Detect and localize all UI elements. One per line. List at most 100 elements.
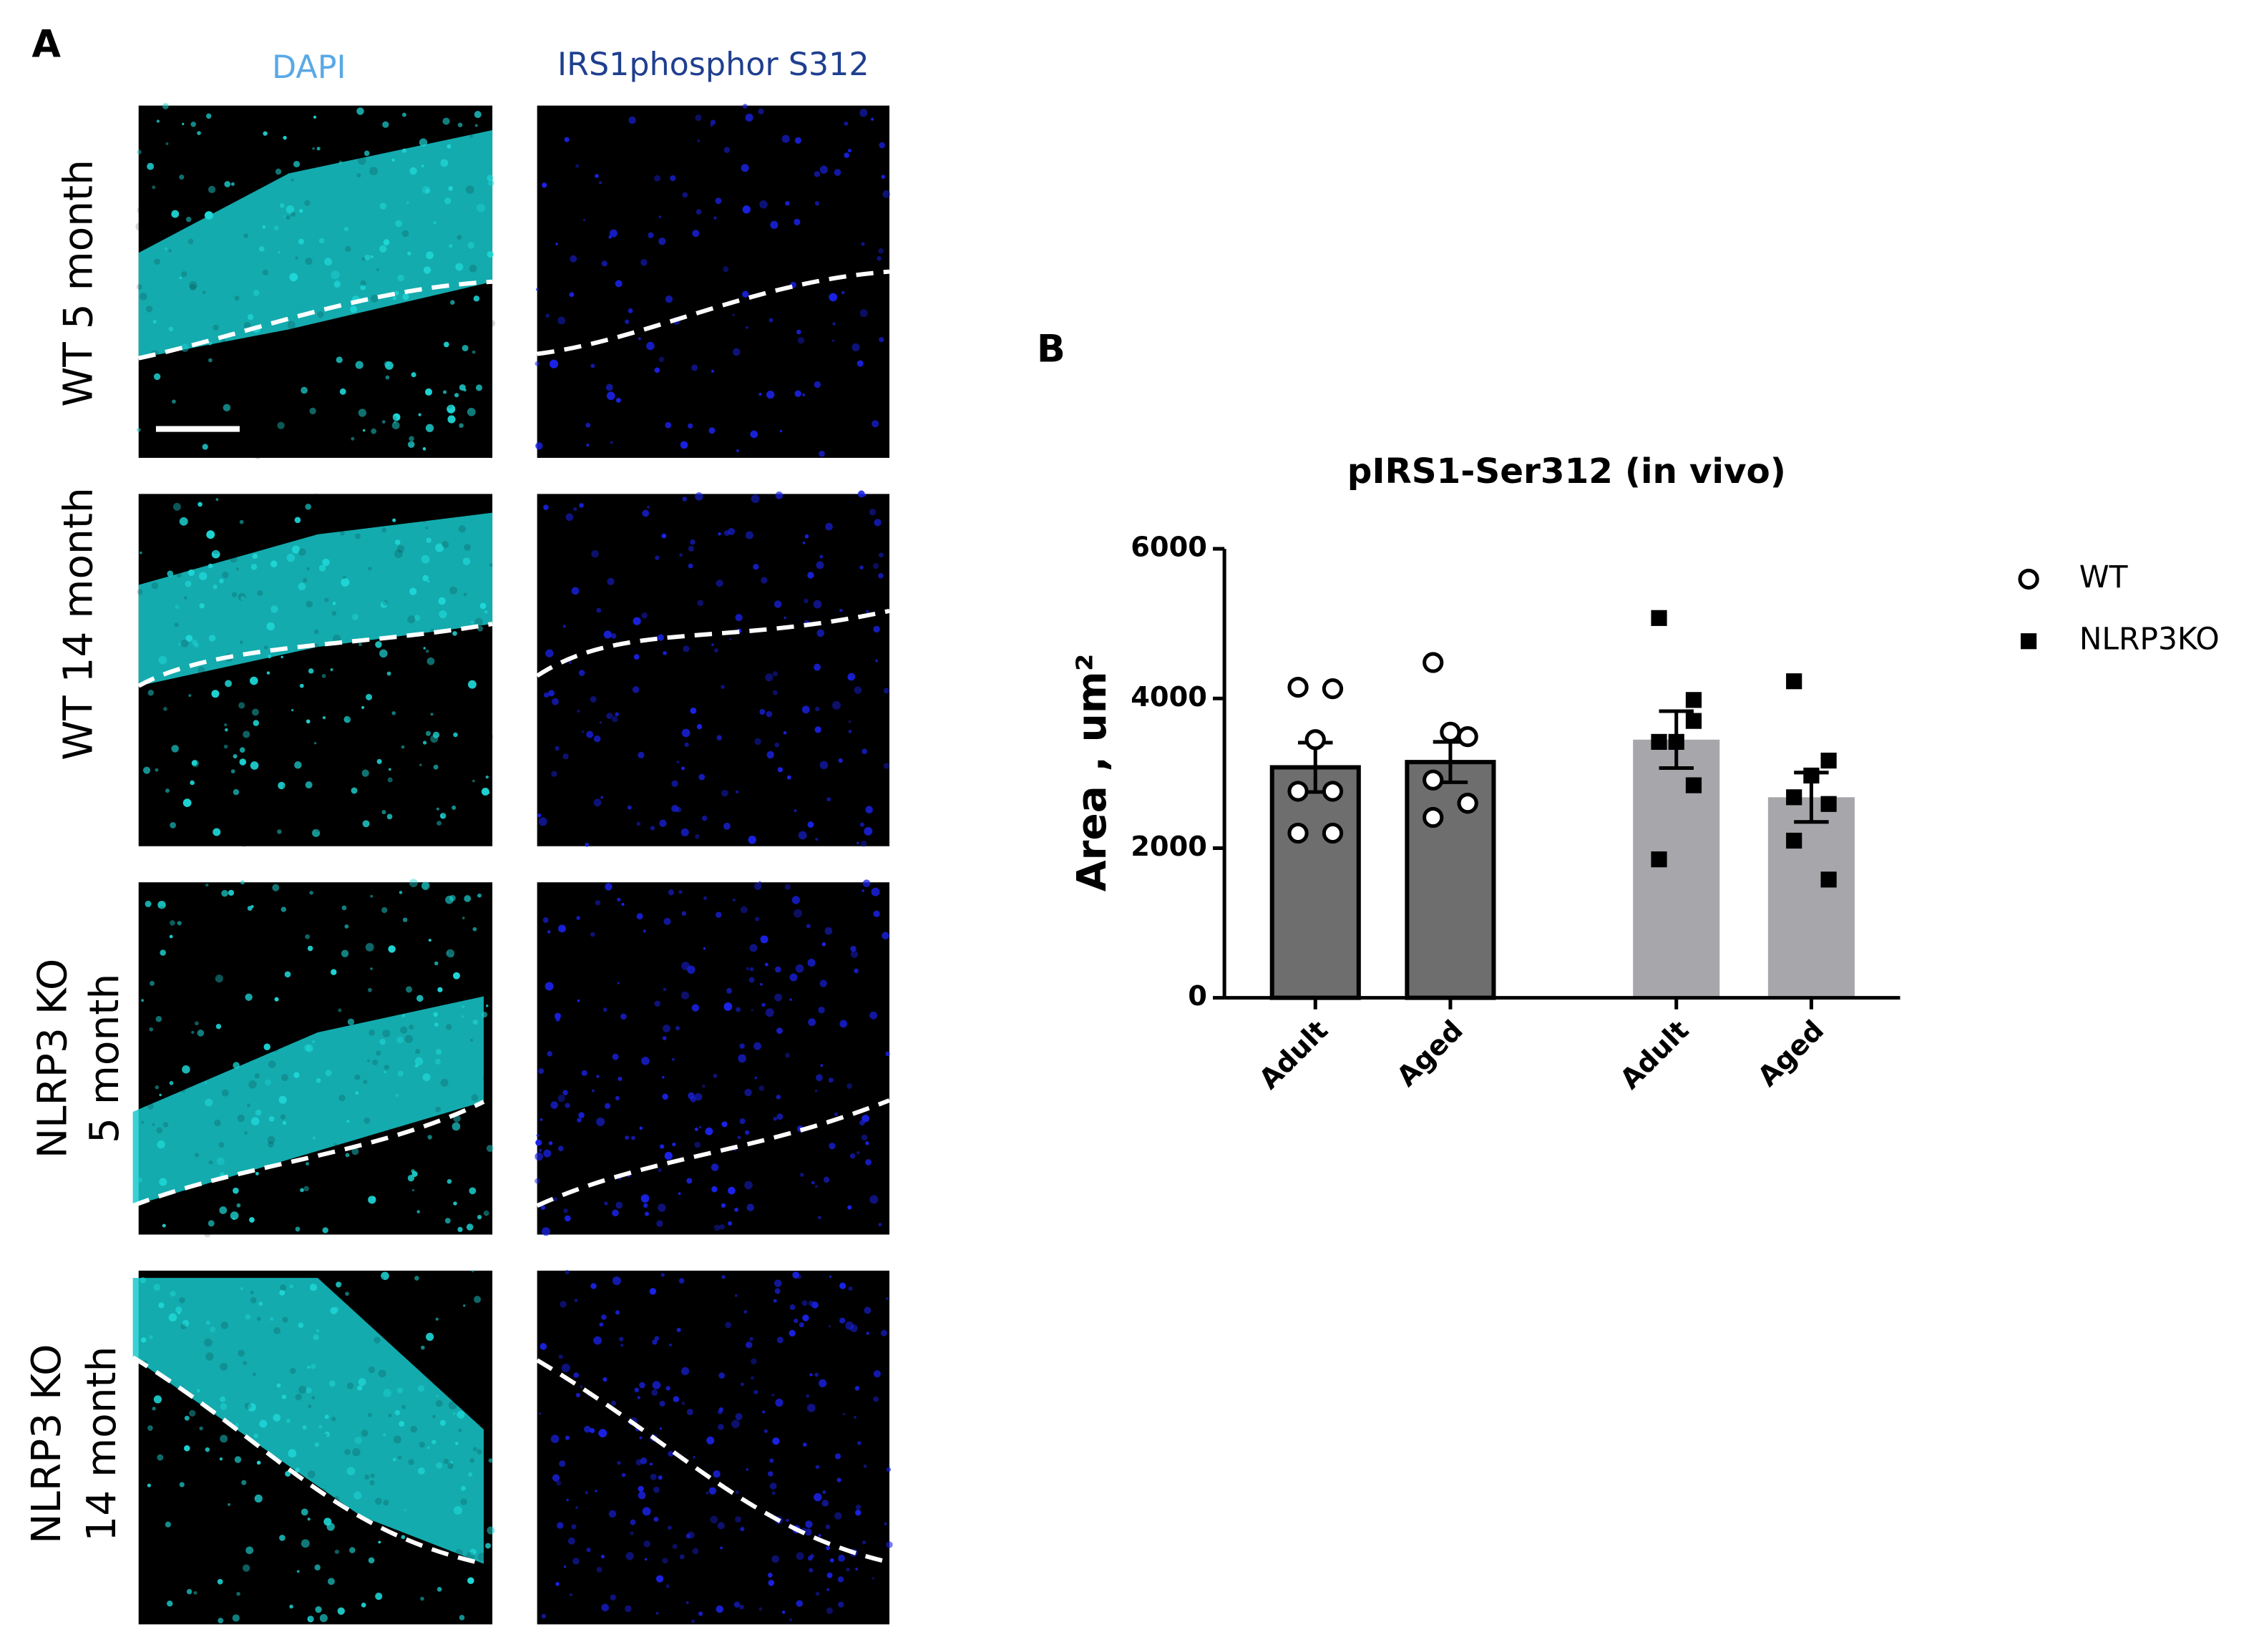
cell-dot bbox=[869, 1195, 879, 1204]
cell-dot bbox=[305, 503, 312, 510]
cell-dot bbox=[332, 602, 336, 605]
nucleus-shade bbox=[425, 526, 429, 529]
nucleus-shade bbox=[472, 969, 481, 977]
cell-dot bbox=[565, 513, 574, 522]
cell-dot bbox=[735, 1413, 743, 1421]
cell-dot bbox=[182, 1065, 190, 1074]
cell-dot bbox=[447, 415, 456, 424]
cell-dot bbox=[547, 930, 551, 934]
cell-dot bbox=[402, 917, 408, 922]
cell-dot bbox=[538, 1148, 542, 1153]
nucleus-shade bbox=[177, 1435, 182, 1440]
cell-dot bbox=[679, 553, 683, 557]
cell-dot bbox=[249, 1217, 255, 1223]
nucleus-shade bbox=[477, 1449, 482, 1455]
cell-dot bbox=[193, 1590, 197, 1595]
cell-dot bbox=[742, 290, 749, 298]
nucleus-shade bbox=[451, 1595, 459, 1604]
cell-dot bbox=[278, 1095, 287, 1104]
cell-dot bbox=[171, 745, 179, 753]
cell-dot bbox=[368, 1557, 375, 1564]
cell-dot bbox=[145, 900, 152, 907]
nucleus-shade bbox=[273, 157, 279, 164]
y-tick-label: 6000 bbox=[1131, 532, 1207, 564]
nucleus-shade bbox=[264, 333, 269, 338]
cell-dot bbox=[659, 1400, 665, 1407]
nucleus-shade bbox=[244, 1130, 248, 1135]
cell-dot bbox=[671, 780, 678, 787]
nucleus-shade bbox=[481, 1581, 489, 1590]
cell-dot bbox=[664, 1151, 673, 1160]
cell-dot bbox=[182, 122, 185, 125]
cell-dot bbox=[557, 1145, 564, 1152]
nucleus-shade bbox=[472, 1447, 477, 1452]
cell-dot bbox=[535, 1139, 542, 1146]
cell-dot bbox=[426, 537, 431, 543]
nucleus-shade bbox=[352, 1448, 361, 1457]
cell-dot bbox=[341, 905, 347, 911]
cell-dot bbox=[440, 159, 449, 167]
cell-dot bbox=[735, 790, 739, 794]
nucleus-shade bbox=[368, 567, 372, 571]
nucleus-shade bbox=[354, 533, 361, 539]
cell-dot bbox=[379, 1038, 386, 1045]
cell-dot bbox=[785, 201, 790, 206]
data-point bbox=[1786, 673, 1802, 690]
nucleus-shade bbox=[246, 1574, 255, 1583]
nucleus-shade bbox=[314, 358, 320, 364]
cell-dot bbox=[358, 642, 362, 647]
cell-dot bbox=[205, 883, 209, 887]
cell-dot bbox=[816, 1074, 823, 1082]
cell-dot bbox=[872, 1577, 874, 1580]
cell-dot bbox=[180, 343, 189, 352]
cell-dot bbox=[455, 1442, 459, 1445]
cell-dot bbox=[307, 945, 313, 952]
cell-dot bbox=[697, 600, 704, 607]
cell-dot bbox=[224, 723, 228, 727]
cell-dot bbox=[864, 827, 873, 836]
cell-dot bbox=[794, 1318, 799, 1324]
cell-dot bbox=[732, 313, 735, 316]
cell-dot bbox=[774, 600, 782, 608]
cell-dot bbox=[336, 356, 343, 363]
cell-dot bbox=[612, 1209, 619, 1217]
cell-dot bbox=[607, 577, 615, 585]
nucleus-shade bbox=[201, 505, 206, 510]
cell-dot bbox=[569, 1593, 572, 1597]
cell-dot bbox=[857, 1151, 860, 1155]
cell-dot bbox=[273, 225, 279, 230]
cell-dot bbox=[774, 1288, 781, 1294]
cell-dot bbox=[820, 1064, 824, 1067]
nucleus-shade bbox=[200, 695, 207, 702]
cell-dot bbox=[819, 979, 827, 987]
nucleus-shade bbox=[179, 1297, 185, 1304]
cell-dot bbox=[784, 884, 791, 890]
nucleus-shade bbox=[152, 1123, 155, 1127]
cell-dot bbox=[199, 572, 208, 580]
nucleus-shade bbox=[172, 965, 180, 972]
cell-dot bbox=[711, 1163, 719, 1171]
cell-dot bbox=[280, 202, 285, 208]
nucleus-shade bbox=[231, 1603, 236, 1608]
cell-dot bbox=[552, 698, 559, 705]
nucleus-shade bbox=[235, 567, 240, 571]
cell-dot bbox=[474, 111, 482, 119]
cell-dot bbox=[439, 1419, 447, 1426]
cell-dot bbox=[170, 822, 176, 829]
cell-dot bbox=[713, 1470, 721, 1478]
nucleus-shade bbox=[359, 944, 365, 949]
cell-dot bbox=[162, 103, 169, 109]
cell-dot bbox=[570, 255, 577, 263]
nucleus-shade bbox=[250, 1297, 257, 1304]
cell-dot bbox=[848, 730, 852, 733]
cell-dot bbox=[625, 1605, 632, 1613]
nucleus-shade bbox=[139, 293, 147, 300]
nucleus-shade bbox=[446, 1118, 451, 1123]
nucleus-shade bbox=[243, 929, 251, 937]
nucleus-shade bbox=[285, 350, 291, 355]
cell-dot bbox=[414, 1276, 419, 1281]
nucleus-shade bbox=[180, 135, 184, 139]
cell-dot bbox=[188, 694, 192, 698]
cell-dot bbox=[815, 1465, 820, 1470]
cell-dot bbox=[375, 1593, 383, 1600]
